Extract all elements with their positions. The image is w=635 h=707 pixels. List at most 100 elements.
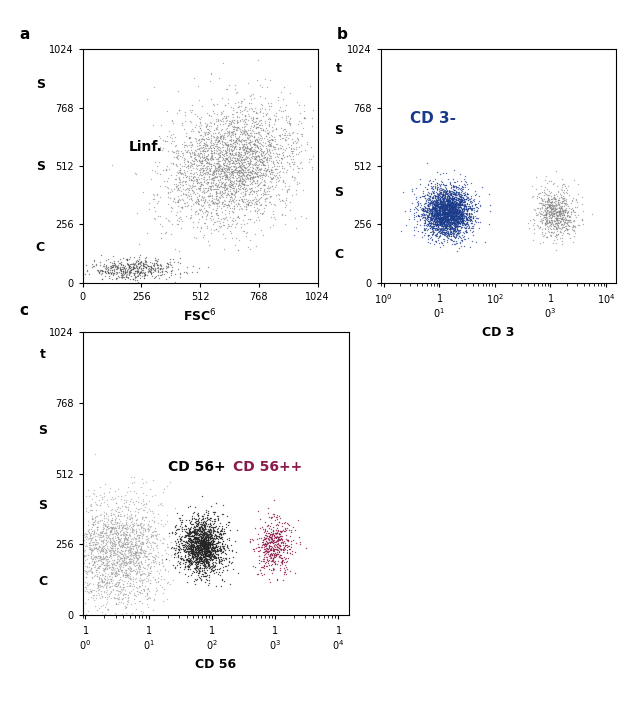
Point bbox=[194, 542, 204, 553]
Point bbox=[448, 209, 458, 220]
Point bbox=[222, 541, 232, 552]
Point bbox=[553, 217, 563, 228]
Point bbox=[182, 141, 192, 152]
Point bbox=[88, 539, 98, 550]
Point bbox=[89, 542, 99, 554]
Point bbox=[451, 199, 462, 210]
Point bbox=[461, 190, 471, 201]
Point bbox=[187, 537, 197, 548]
Point bbox=[95, 257, 105, 268]
Point bbox=[203, 538, 213, 549]
Point bbox=[201, 166, 211, 177]
Point bbox=[289, 175, 299, 186]
Point bbox=[138, 567, 149, 578]
Point bbox=[434, 226, 444, 237]
Point bbox=[215, 171, 225, 182]
Point bbox=[432, 199, 442, 211]
Point bbox=[280, 177, 290, 189]
Point bbox=[440, 189, 450, 200]
Point bbox=[436, 204, 446, 215]
Point bbox=[70, 513, 80, 525]
Point bbox=[259, 543, 269, 554]
Point bbox=[239, 189, 250, 201]
Point bbox=[282, 556, 292, 567]
Point bbox=[429, 180, 439, 192]
Point bbox=[453, 230, 464, 242]
Point bbox=[206, 228, 217, 239]
Point bbox=[185, 125, 196, 136]
Point bbox=[76, 535, 86, 547]
Point bbox=[83, 485, 93, 496]
Point bbox=[124, 513, 135, 524]
Point bbox=[450, 204, 460, 215]
Point bbox=[194, 134, 204, 145]
Point bbox=[194, 556, 204, 568]
Point bbox=[545, 208, 556, 219]
Point bbox=[453, 217, 463, 228]
Point bbox=[568, 175, 578, 186]
Point bbox=[438, 188, 448, 199]
Point bbox=[558, 174, 568, 185]
Point bbox=[195, 143, 205, 154]
Point bbox=[448, 193, 458, 204]
Point bbox=[196, 510, 206, 522]
Point bbox=[261, 551, 271, 563]
Point bbox=[226, 165, 236, 177]
Point bbox=[231, 134, 241, 146]
Point bbox=[447, 214, 457, 225]
Point bbox=[256, 199, 266, 211]
Point bbox=[435, 195, 445, 206]
Point bbox=[217, 554, 227, 566]
Point bbox=[196, 111, 206, 122]
Point bbox=[195, 530, 205, 542]
Point bbox=[214, 177, 224, 188]
Point bbox=[534, 192, 544, 203]
Point bbox=[452, 216, 462, 228]
Point bbox=[87, 545, 97, 556]
Point bbox=[192, 558, 202, 569]
Point bbox=[266, 549, 276, 560]
Point bbox=[117, 564, 127, 575]
Point bbox=[434, 216, 444, 228]
Point bbox=[470, 185, 480, 197]
Point bbox=[91, 542, 101, 554]
Point bbox=[463, 191, 473, 202]
Point bbox=[179, 539, 189, 551]
Point bbox=[131, 525, 141, 537]
Point bbox=[456, 189, 466, 200]
Point bbox=[182, 559, 192, 571]
Point bbox=[426, 196, 436, 207]
Point bbox=[199, 127, 209, 138]
Point bbox=[441, 212, 451, 223]
Point bbox=[189, 529, 199, 540]
Point bbox=[191, 544, 201, 555]
Point bbox=[295, 538, 305, 549]
Point bbox=[198, 516, 208, 527]
Point bbox=[234, 152, 244, 163]
Point bbox=[255, 164, 265, 175]
Point bbox=[434, 213, 444, 224]
Point bbox=[552, 186, 563, 197]
Point bbox=[239, 182, 250, 193]
Point bbox=[220, 527, 230, 539]
Point bbox=[280, 525, 290, 537]
Point bbox=[279, 568, 289, 580]
Point bbox=[454, 213, 464, 224]
Point bbox=[463, 211, 473, 223]
Point bbox=[455, 201, 465, 213]
Point bbox=[449, 189, 459, 200]
Point bbox=[211, 549, 221, 560]
Point bbox=[201, 556, 211, 568]
Point bbox=[549, 189, 559, 201]
Point bbox=[456, 214, 466, 225]
Point bbox=[167, 261, 177, 272]
Point bbox=[266, 165, 276, 176]
Point bbox=[271, 123, 281, 134]
Point bbox=[194, 535, 204, 547]
Point bbox=[442, 201, 452, 212]
Point bbox=[429, 218, 439, 230]
Point bbox=[537, 202, 547, 214]
Point bbox=[117, 546, 127, 557]
Point bbox=[439, 219, 450, 230]
Point bbox=[281, 529, 291, 540]
